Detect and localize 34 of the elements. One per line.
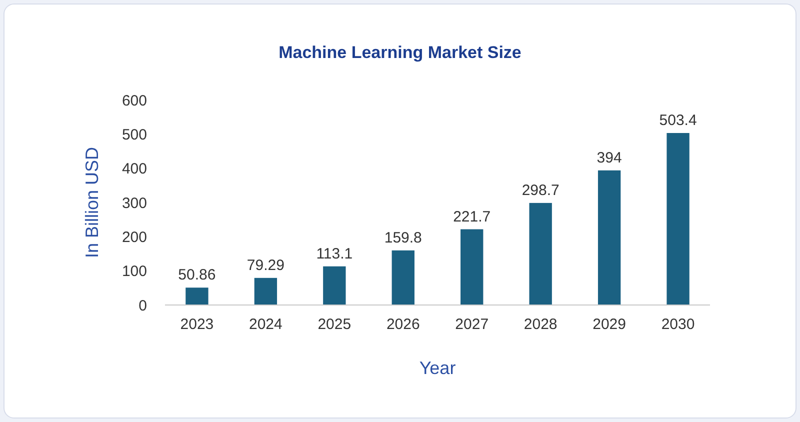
y-tick-label: 300	[122, 194, 147, 212]
bar	[598, 170, 621, 305]
x-tick-label: 2025	[318, 316, 352, 333]
data-label: 79.29	[246, 256, 284, 274]
bar	[529, 202, 552, 305]
y-tick-label: 500	[122, 126, 147, 144]
y-tick-label: 200	[122, 228, 147, 246]
data-label: 394	[596, 149, 622, 166]
x-tick-label: 2029	[592, 316, 626, 333]
bar	[392, 250, 414, 305]
x-tick-label: 2023	[180, 316, 214, 333]
y-tick-label: 400	[122, 160, 147, 178]
bar	[666, 133, 690, 305]
x-tick-label: 2028	[524, 316, 558, 333]
data-label: 159.8	[384, 229, 422, 246]
data-label: 113.1	[316, 245, 353, 262]
x-tick-label: 2030	[661, 316, 695, 333]
x-tick-label: 2026	[386, 316, 420, 333]
x-tick-label: 2024	[248, 316, 282, 333]
data-label: 221.7	[453, 208, 491, 226]
x-tick-label: 2027	[455, 316, 489, 333]
x-axis-title: Year	[419, 358, 456, 378]
data-label: 50.86	[178, 266, 216, 284]
y-tick-label: 0	[138, 297, 147, 314]
bar	[460, 229, 484, 305]
data-label: 298.7	[522, 182, 560, 199]
bar	[254, 278, 278, 305]
y-axis-title: In Billion USD	[82, 146, 102, 258]
y-tick-label: 600	[122, 92, 147, 110]
chart-title: Machine Learning Market Size	[278, 43, 522, 62]
bar	[323, 266, 346, 305]
bar	[186, 288, 208, 305]
data-label: 503.4	[659, 112, 697, 130]
y-tick-label: 100	[122, 263, 147, 280]
